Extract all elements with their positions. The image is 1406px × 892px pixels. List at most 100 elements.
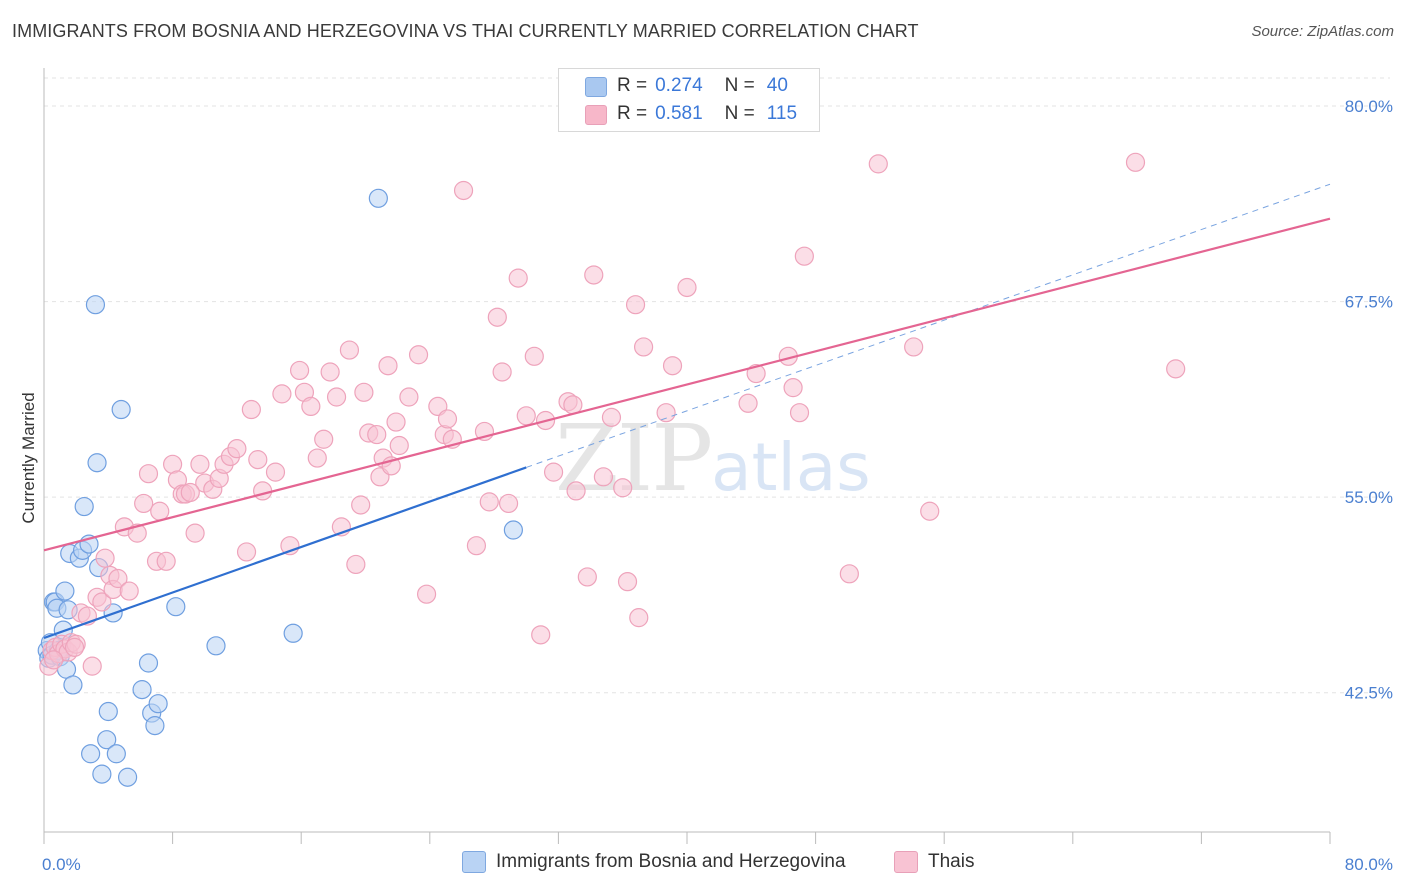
point-thais: [508, 268, 528, 288]
legend-swatch-thais: [585, 105, 607, 125]
point-thais: [531, 625, 551, 645]
point-thais: [920, 501, 940, 521]
point-thais: [839, 564, 859, 584]
data-points: [37, 152, 1186, 787]
point-thais: [108, 568, 128, 589]
series-swatch-bosnia: [462, 851, 486, 873]
point-thais: [314, 429, 334, 449]
y-axis-label: Currently Married: [19, 392, 38, 523]
point-thais: [127, 523, 147, 543]
point-bosnia: [63, 675, 83, 695]
point-thais: [389, 435, 409, 456]
legend-r-value: 0.581: [655, 103, 703, 124]
point-thais: [408, 345, 429, 365]
point-bosnia: [503, 520, 523, 540]
x-tick-label: 0.0%: [42, 855, 81, 874]
point-thais: [613, 478, 633, 498]
point-thais: [492, 362, 512, 382]
point-thais: [746, 363, 766, 384]
point-thais: [236, 542, 257, 562]
point-thais: [320, 362, 340, 382]
point-thais: [738, 393, 758, 413]
legend-r-key: R =: [617, 75, 648, 96]
point-bosnia: [74, 496, 94, 517]
point-thais: [367, 424, 387, 445]
series-label-bosnia: Immigrants from Bosnia and Herzegovina: [496, 851, 846, 872]
point-thais: [307, 448, 327, 468]
point-bosnia: [368, 188, 388, 208]
y-tick-label: 80.0%: [1345, 97, 1393, 116]
point-thais: [95, 548, 115, 568]
point-thais: [185, 523, 205, 543]
series-legend-thais[interactable]: Thais: [894, 851, 974, 873]
point-thais: [789, 403, 810, 423]
point-thais: [487, 307, 507, 327]
point-thais: [134, 493, 154, 514]
point-thais: [399, 387, 419, 407]
point-thais: [227, 439, 247, 459]
point-thais: [543, 462, 564, 482]
y-tick-label: 55.0%: [1345, 488, 1393, 507]
point-thais: [248, 450, 268, 470]
point-bosnia: [111, 399, 131, 420]
point-bosnia: [98, 701, 118, 722]
point-thais: [593, 467, 614, 487]
point-thais: [180, 482, 200, 503]
point-thais: [326, 387, 347, 407]
point-bosnia: [81, 744, 101, 764]
legend-n-value: 40: [766, 75, 788, 96]
point-thais: [453, 180, 474, 201]
point-thais: [351, 495, 371, 515]
point-thais: [253, 481, 273, 501]
point-thais: [662, 356, 683, 376]
point-thais: [677, 277, 697, 298]
point-thais: [437, 409, 458, 429]
point-thais: [156, 551, 176, 571]
point-thais: [783, 378, 803, 398]
point-thais: [563, 395, 583, 415]
legend-swatch-bosnia: [585, 77, 607, 97]
point-thais: [119, 581, 139, 601]
point-bosnia: [206, 636, 226, 656]
trend-line-bosnia: [43, 466, 527, 640]
point-thais: [354, 382, 374, 402]
point-thais: [584, 265, 604, 285]
trend-line-thais: [43, 217, 1331, 552]
point-thais: [516, 406, 536, 426]
point-thais: [265, 462, 286, 482]
point-thais: [190, 454, 210, 474]
point-thais: [566, 481, 586, 501]
point-thais: [498, 493, 519, 514]
point-bosnia: [283, 623, 303, 643]
point-bosnia: [85, 295, 106, 315]
point-bosnia: [117, 767, 138, 787]
point-thais: [150, 501, 170, 521]
point-thais: [44, 650, 64, 670]
point-thais: [378, 356, 398, 376]
series-swatch-thais: [894, 851, 918, 873]
point-thais: [1166, 359, 1186, 379]
series-label-thais: Thais: [928, 851, 975, 872]
point-thais: [524, 346, 544, 366]
series-legend-bosnia[interactable]: Immigrants from Bosnia and Herzegovina: [462, 851, 846, 873]
point-thais: [301, 396, 321, 417]
point-bosnia: [92, 764, 112, 784]
point-thais: [289, 360, 310, 381]
legend-r-key: R =: [617, 103, 648, 124]
legend-n-value: 115: [766, 103, 798, 124]
point-thais: [479, 492, 499, 512]
point-thais: [92, 592, 112, 612]
y-tick-label: 42.5%: [1345, 684, 1393, 703]
point-thais: [904, 337, 924, 357]
grid: [44, 77, 1390, 694]
point-thais: [625, 295, 646, 315]
point-bosnia: [166, 597, 186, 617]
x-tick-label: 80.0%: [1345, 855, 1393, 874]
chart-title: IMMIGRANTS FROM BOSNIA AND HERZEGOVINA V…: [12, 21, 919, 41]
point-thais: [346, 554, 366, 575]
point-thais: [1125, 152, 1146, 172]
point-bosnia: [145, 716, 165, 736]
point-thais: [466, 536, 487, 556]
point-thais: [577, 567, 597, 587]
